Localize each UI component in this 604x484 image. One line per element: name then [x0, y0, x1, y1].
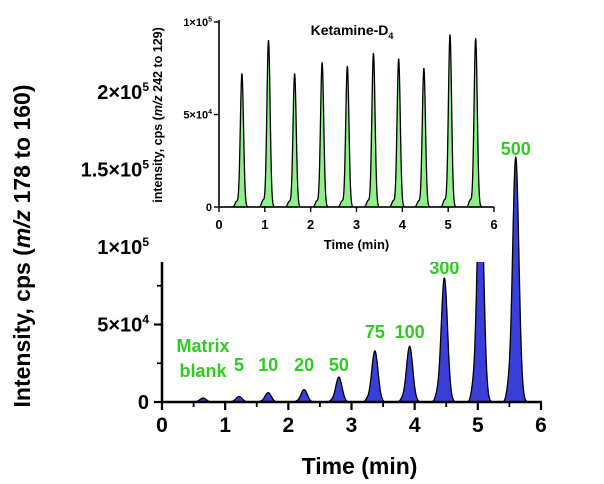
- main-x-tick-label: 0: [156, 414, 168, 437]
- main-x-tick-label: 2: [282, 414, 294, 437]
- inset-x-tick-label: 1: [261, 217, 268, 232]
- peak-label: 20: [294, 355, 314, 375]
- peak-label: 10: [258, 355, 278, 375]
- inset-x-tick-label: 3: [353, 217, 360, 232]
- main-x-tick-label: 5: [472, 414, 484, 437]
- peak-label: 500: [501, 139, 531, 159]
- inset-y-tick-label: 1×105: [183, 17, 212, 29]
- inset-y-tick-label: 5×104: [183, 109, 212, 121]
- peak-label: 100: [395, 322, 425, 342]
- main-y-tick-label: 1×105: [97, 235, 149, 259]
- main-x-axis-title: Time (min): [302, 453, 418, 479]
- inset-x-tick-label: 0: [215, 217, 222, 232]
- main-y-tick-label: 0: [138, 392, 149, 414]
- main-y-tick-label: 5×104: [97, 313, 149, 337]
- main-chromatogram: 0 1 2 3 4 5 6 0 5×104 1×105 1.5×105 2×105 Time (min)…: [9, 80, 547, 479]
- inset-chromatogram: 0 1 2 3 4 5 6 0 5×104 1×105 Ketamine-D4 Time (min) i…: [150, 0, 500, 262]
- peak-label: 50: [329, 355, 349, 375]
- inset-x-tick-label: 4: [399, 217, 407, 232]
- inset-x-tick-label: 6: [490, 217, 497, 232]
- inset-title: Ketamine-D4: [311, 22, 394, 41]
- main-y-tick-label: 1.5×105: [81, 158, 150, 182]
- peak-label: Matrix blank: [177, 336, 230, 381]
- main-x-tick-label: 6: [535, 414, 547, 437]
- main-y-axis-title: Intensity, cps (m/z 178 to 160): [9, 85, 35, 408]
- peak-label: 75: [365, 322, 385, 342]
- inset-background: [150, 0, 500, 262]
- main-y-tick-label: 2×105: [97, 80, 149, 104]
- peak-label: 300: [429, 258, 459, 278]
- inset-y-tick-label: 0: [206, 202, 212, 214]
- inset-y-axis-title: intensity, cps (m/z 242 to 129): [151, 27, 165, 203]
- inset-x-tick-label: 2: [307, 217, 314, 232]
- main-x-tick-label: 1: [219, 414, 231, 437]
- inset-x-tick-label: 5: [445, 217, 452, 232]
- main-x-tick-label: 3: [346, 414, 358, 437]
- main-x-tick-label: 4: [409, 414, 421, 437]
- peak-label: 5: [234, 355, 244, 375]
- inset-x-axis-title: Time (min): [324, 237, 390, 252]
